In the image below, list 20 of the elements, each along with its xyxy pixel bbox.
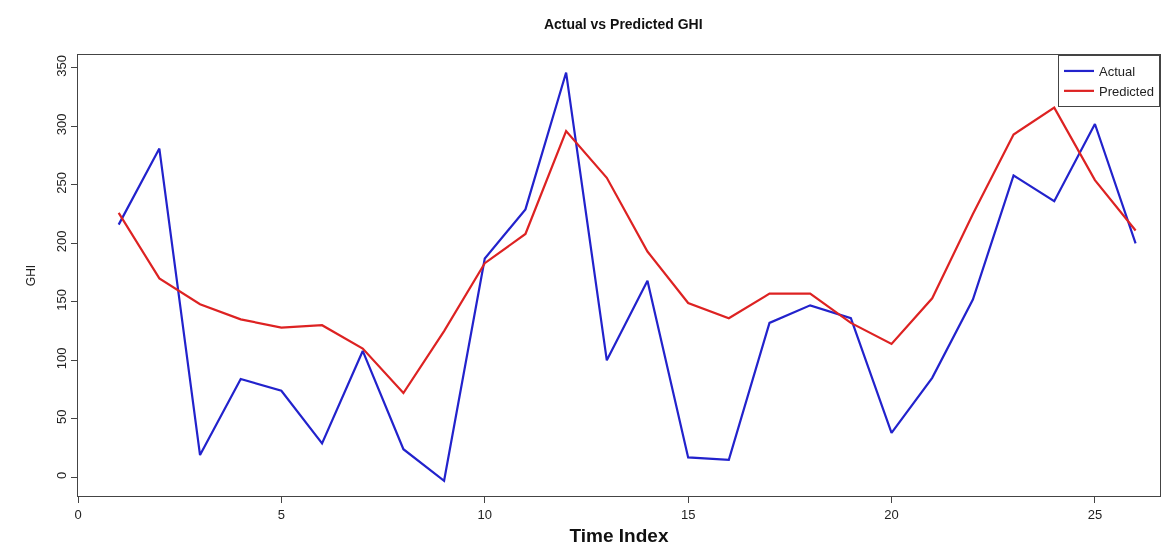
legend-label: Actual: [1099, 64, 1136, 80]
y-axis-title: GHI: [24, 264, 39, 287]
y-tick-label: 0: [53, 471, 69, 479]
x-tick-label: 25: [1087, 506, 1103, 522]
y-tick-label: 200: [53, 230, 69, 253]
x-tick-label: 20: [884, 506, 899, 522]
y-tick-label: 100: [53, 347, 69, 370]
line-series: [117, 106, 1137, 395]
x-tick-label: 5: [277, 506, 285, 522]
legend-label: Predicted: [1099, 83, 1154, 99]
x-axis-title: Time Index: [569, 525, 669, 547]
x-tick-label: 0: [74, 506, 82, 522]
y-tick-label: 50: [53, 409, 69, 425]
x-tick-label: 10: [477, 506, 492, 522]
y-tick-label: 250: [53, 172, 69, 194]
y-tick-label: 150: [53, 289, 69, 311]
x-tick-label: 15: [680, 506, 696, 522]
chart-title: Actual vs Predicted GHI: [543, 16, 703, 33]
y-tick-label: 350: [53, 55, 69, 77]
y-tick-label: 300: [53, 113, 69, 136]
